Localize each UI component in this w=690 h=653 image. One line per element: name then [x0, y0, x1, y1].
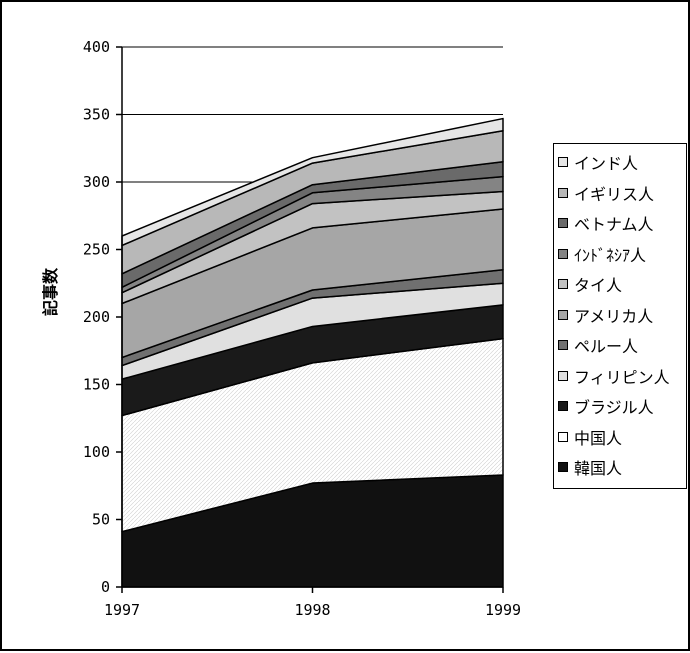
legend-item: ベトナム人: [558, 211, 654, 235]
x-tick-label: 1999: [485, 601, 521, 619]
areas: [121, 117, 504, 588]
legend-swatch: [558, 248, 568, 259]
y-tick-label: 400: [83, 38, 110, 56]
legend-label: イギリス人: [574, 184, 655, 204]
y-tick-label: 200: [83, 308, 110, 326]
legend-label: 韓国人: [574, 459, 623, 478]
y-tick-label: 50: [92, 511, 110, 529]
x-tick-label: 1997: [104, 601, 140, 619]
legend-swatch: [558, 401, 568, 411]
y-tick-label: 350: [83, 106, 110, 124]
legend-swatch: [558, 218, 568, 228]
legend-swatch: [558, 157, 568, 167]
legend-swatch: [558, 279, 568, 289]
legend-label: 中国人: [574, 428, 623, 448]
legend-label: ベトナム人: [574, 215, 654, 234]
legend-swatch: [558, 431, 568, 442]
legend-item: アメリカ人: [558, 303, 653, 327]
legend-item: イギリス人: [558, 181, 654, 205]
legend-label: タイ人: [574, 276, 623, 295]
legend-label: フィリピン人: [574, 367, 670, 387]
legend-item: タイ人: [558, 272, 622, 296]
y-tick-label: 100: [83, 443, 110, 461]
legend-item: ｲﾝﾄﾞﾈｼｱ人: [558, 242, 646, 266]
legend-swatch: [558, 462, 568, 472]
legend-item: インド人: [558, 150, 638, 174]
y-axis-label: 記事数: [41, 267, 60, 316]
legend-item: ブラジル人: [558, 394, 654, 418]
legend-item: フィリピン人: [558, 364, 670, 388]
x-tick-label: 1998: [294, 601, 330, 619]
y-tick-label: 250: [83, 241, 110, 259]
y-tick-label: 300: [83, 173, 110, 191]
y-tick-label: 0: [101, 578, 110, 596]
legend: インド人イギリス人ベトナム人 ｲﾝﾄﾞﾈｼｱ人 タイ人アメリカ人ペルー人フィリピン人…: [553, 143, 687, 489]
legend-item: 韓国人: [558, 455, 622, 479]
legend-swatch: [558, 309, 568, 320]
legend-label: ｲﾝﾄﾞﾈｼｱ人: [574, 245, 647, 265]
legend-item: 中国人: [558, 425, 622, 449]
legend-swatch: [558, 187, 568, 198]
y-tick-label: 150: [83, 376, 110, 394]
legend-label: アメリカ人: [574, 306, 654, 326]
legend-item: ペルー人: [558, 333, 638, 357]
legend-label: ブラジル人: [574, 398, 654, 417]
legend-swatch: [558, 340, 568, 350]
axes: 0 50 100 150 200 250 300 350 400 1997 1998 1999: [83, 38, 521, 619]
legend-label: インド人: [574, 154, 639, 173]
legend-label: ペルー人: [574, 337, 639, 356]
legend-swatch: [558, 370, 568, 381]
